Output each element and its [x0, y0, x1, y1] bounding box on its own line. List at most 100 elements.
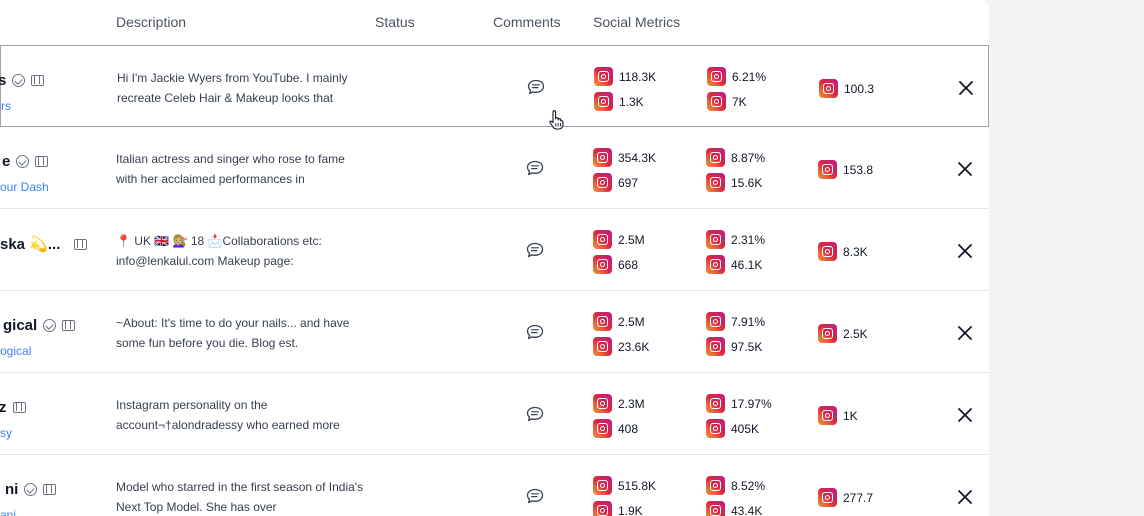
score-value: 277.7	[843, 490, 874, 505]
table-row[interactable]: ni ani Model who starred in the first seas…	[0, 455, 989, 516]
instagram-icon	[706, 148, 725, 167]
instagram-icon	[706, 173, 725, 192]
name-line: ni	[5, 481, 57, 498]
comment-icon[interactable]	[526, 160, 544, 176]
social-metrics-column-header[interactable]: Social Metrics	[593, 14, 681, 30]
instagram-icon	[593, 255, 612, 274]
instagram-icon	[593, 148, 612, 167]
remove-row-close-icon[interactable]	[955, 241, 975, 261]
copy-icon[interactable]	[43, 484, 57, 495]
avg-comments-value: 408	[618, 421, 639, 436]
comment-icon[interactable]	[526, 324, 544, 340]
avg-comments-metric: 697	[593, 173, 638, 192]
comment-icon[interactable]	[526, 242, 544, 258]
influencer-description: Italian actress and singer who rose to f…	[116, 152, 345, 186]
engagement-rate-metric: 17.97%	[706, 394, 772, 413]
influencer-handle[interactable]: sy	[0, 426, 12, 440]
followers-metric: 2.5M	[593, 312, 645, 331]
influencer-name[interactable]: gical	[3, 317, 38, 334]
instagram-icon	[707, 92, 726, 111]
instagram-icon	[706, 337, 725, 356]
instagram-icon	[593, 173, 612, 192]
engagement-rate-metric: 6.21%	[707, 67, 766, 86]
avg-comments-value: 697	[618, 175, 639, 190]
influencer-name[interactable]: e	[2, 153, 11, 170]
influencer-name[interactable]: ska 💫...	[0, 236, 61, 253]
avg-comments-value: 1.3K	[619, 94, 644, 109]
table-row[interactable]: s rs Hi I'm Jackie Wyers from YouTube. I m…	[0, 45, 989, 127]
score-metric: 153.8	[818, 160, 873, 179]
remove-row-close-icon[interactable]	[955, 487, 975, 507]
instagram-icon	[594, 67, 613, 86]
engagement-rate-value: 6.21%	[732, 69, 767, 84]
remove-row-close-icon[interactable]	[956, 78, 976, 98]
copy-icon[interactable]	[12, 402, 26, 413]
verified-check-icon	[43, 319, 57, 332]
remove-row-close-icon[interactable]	[955, 405, 975, 425]
table-row[interactable]: gical ogical ~About: It's time to do your …	[0, 291, 989, 373]
followers-value: 2.5M	[618, 314, 645, 329]
influencer-description: ~About: It's time to do your nails... an…	[116, 316, 350, 350]
avg-likes-value: 97.5K	[731, 339, 763, 354]
influencer-description: Instagram personality on the account¬†al…	[116, 398, 340, 432]
avg-comments-metric: 1.3K	[594, 92, 644, 111]
influencer-handle[interactable]: our Dash	[0, 180, 49, 194]
avg-comments-metric: 668	[593, 255, 638, 274]
comment-icon[interactable]	[527, 79, 545, 95]
influencer-description: Model who starred in the first season of…	[116, 480, 364, 514]
verified-check-icon	[16, 155, 30, 168]
engagement-rate-metric: 2.31%	[706, 230, 765, 249]
influencer-name[interactable]: z	[0, 399, 7, 416]
followers-metric: 2.5M	[593, 230, 645, 249]
engagement-rate-value: 17.97%	[731, 396, 772, 411]
score-value: 100.3	[844, 81, 875, 96]
avg-likes-metric: 97.5K	[706, 337, 762, 356]
avg-comments-value: 1.9K	[618, 503, 643, 516]
followers-value: 2.3M	[618, 396, 645, 411]
copy-icon[interactable]	[74, 238, 88, 250]
instagram-icon	[706, 476, 725, 495]
status-column-header[interactable]: Status	[375, 14, 415, 30]
influencer-handle[interactable]: rs	[1, 99, 11, 113]
followers-metric: 354.3K	[593, 148, 656, 167]
comment-icon[interactable]	[526, 406, 544, 422]
followers-value: 2.5M	[618, 232, 645, 247]
instagram-icon	[593, 312, 612, 331]
comments-column-header[interactable]: Comments	[493, 14, 561, 30]
instagram-icon	[706, 419, 725, 438]
name-line: z	[0, 399, 26, 416]
instagram-icon	[819, 79, 838, 98]
influencer-name[interactable]: ni	[5, 481, 19, 498]
instagram-icon	[818, 488, 837, 507]
copy-icon[interactable]	[31, 75, 45, 86]
score-value: 2.5K	[843, 326, 868, 341]
avg-likes-metric: 46.1K	[706, 255, 762, 274]
influencer-table: Description Status Comments Social Metri…	[0, 0, 989, 516]
instagram-icon	[593, 501, 612, 516]
copy-icon[interactable]	[35, 156, 49, 167]
avg-likes-metric: 15.6K	[706, 173, 762, 192]
instagram-icon	[594, 92, 613, 111]
table-row[interactable]: ska 💫... 📍 UK 🇬🇧 💇🏼‍♀️ 18 📩Collaborations…	[0, 209, 989, 291]
copy-icon[interactable]	[62, 320, 76, 331]
engagement-rate-metric: 7.91%	[706, 312, 765, 331]
instagram-icon	[706, 255, 725, 274]
avg-comments-value: 23.6K	[618, 339, 650, 354]
remove-row-close-icon[interactable]	[955, 159, 975, 179]
influencer-handle[interactable]: ani	[0, 508, 17, 516]
table-row[interactable]: e our Dash Italian actress and singer who …	[0, 127, 989, 209]
instagram-icon	[593, 419, 612, 438]
score-metric: 100.3	[819, 79, 874, 98]
score-metric: 277.7	[818, 488, 873, 507]
followers-value: 118.3K	[619, 69, 657, 84]
comment-icon[interactable]	[526, 488, 544, 504]
description-column-header[interactable]: Description	[116, 14, 187, 30]
instagram-icon	[706, 394, 725, 413]
instagram-icon	[818, 406, 837, 425]
remove-row-close-icon[interactable]	[955, 323, 975, 343]
verified-check-icon	[12, 74, 26, 87]
influencer-name[interactable]: s	[0, 72, 7, 89]
influencer-handle[interactable]: ogical	[0, 344, 32, 358]
engagement-rate-value: 7.91%	[731, 314, 766, 329]
table-row[interactable]: z sy Instagram personality on the account¬…	[0, 373, 989, 455]
